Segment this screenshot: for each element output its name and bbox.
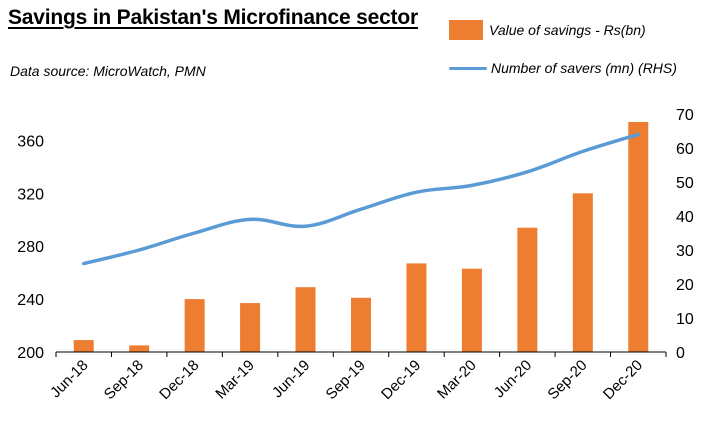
- x-tick-label-Sep-18: Sep-18: [101, 357, 147, 403]
- y-left-tick-label: 280: [17, 239, 44, 256]
- line-number-of-savers: [81, 132, 641, 266]
- legend-item-savings-value: Value of savings - Rs(bn): [449, 20, 646, 40]
- x-tick-label-Jun-20: Jun-20: [491, 357, 535, 401]
- legend-swatch-line: [449, 66, 487, 70]
- legend-label-savings-value: Value of savings - Rs(bn): [489, 22, 646, 38]
- y-right-tick-label: 70: [676, 107, 694, 124]
- bar-Dec-19: [406, 263, 427, 352]
- y-right-tick-label: 0: [676, 345, 685, 362]
- y-left-tick-label: 360: [17, 133, 44, 150]
- y-right-tick-label: 40: [676, 209, 694, 226]
- x-tick-label-Dec-18: Dec-18: [156, 357, 202, 403]
- x-tick-label-Sep-20: Sep-20: [544, 357, 590, 403]
- legend-swatch-bar: [449, 20, 483, 40]
- chart-title: Savings in Pakistan's Microfinance secto…: [8, 6, 418, 29]
- x-tick-label-Jun-18: Jun-18: [47, 357, 91, 401]
- y-left-tick-label: 200: [17, 345, 44, 362]
- x-tick-label-Dec-19: Dec-19: [378, 357, 424, 403]
- bar-Jun-20: [517, 227, 538, 352]
- bar-Sep-19: [351, 297, 371, 352]
- x-tick-label-Dec-20: Dec-20: [600, 357, 646, 403]
- bar-Mar-19: [240, 303, 261, 352]
- bar-Sep-20: [572, 193, 593, 352]
- bar-Jun-18: [73, 340, 94, 352]
- y-left-tick-label: 240: [17, 292, 44, 309]
- y-right-tick-label: 10: [676, 311, 694, 328]
- x-tick-label-Mar-20: Mar-20: [434, 357, 480, 403]
- x-tick-label-Mar-19: Mar-19: [212, 357, 258, 403]
- x-tick-label-Sep-19: Sep-19: [323, 357, 369, 403]
- y-right-tick-label: 20: [676, 277, 694, 294]
- bar-Sep-18: [129, 345, 150, 352]
- bar-Dec-18: [184, 299, 205, 352]
- y-left-tick-label: 320: [17, 186, 44, 203]
- data-source-note: Data source: MicroWatch, PMN: [10, 63, 206, 79]
- legend-item-savers-count: Number of savers (mn) (RHS): [449, 60, 677, 76]
- y-right-tick-label: 50: [676, 175, 694, 192]
- x-tick-label-Jun-19: Jun-19: [269, 357, 313, 401]
- y-right-tick-label: 30: [676, 243, 694, 260]
- bar-Dec-20: [628, 121, 649, 352]
- bar-Mar-20: [461, 268, 482, 352]
- y-right-tick-label: 60: [676, 141, 694, 158]
- legend-label-savers-count: Number of savers (mn) (RHS): [491, 60, 677, 76]
- bar-Jun-19: [295, 287, 316, 352]
